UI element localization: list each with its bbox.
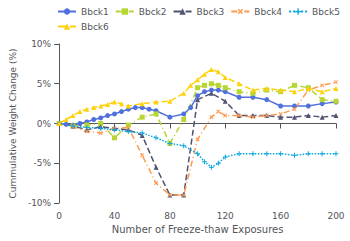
svg-text:0%: 0%: [37, 119, 52, 129]
svg-text:Bbck1: Bbck1: [81, 7, 109, 17]
svg-text:160: 160: [272, 211, 289, 221]
svg-text:0: 0: [56, 211, 62, 221]
svg-text:10%: 10%: [31, 39, 51, 49]
svg-text:120: 120: [217, 211, 234, 221]
svg-text:-10%: -10%: [28, 198, 52, 208]
svg-text:Cummulative Weight Change (%): Cummulative Weight Change (%): [8, 48, 18, 198]
svg-text:40: 40: [109, 211, 121, 221]
svg-text:Number of Freeze-thaw Exposure: Number of Freeze-thaw Exposures: [112, 224, 284, 235]
svg-text:Bbck3: Bbck3: [197, 7, 225, 17]
svg-text:80: 80: [164, 211, 176, 221]
svg-text:Bbck5: Bbck5: [312, 7, 340, 17]
svg-text:Bbck4: Bbck4: [254, 7, 282, 17]
svg-text:5%: 5%: [37, 79, 52, 89]
svg-text:Bbck2: Bbck2: [139, 7, 167, 17]
svg-text:200: 200: [327, 211, 344, 221]
svg-text:Bbck6: Bbck6: [81, 22, 109, 32]
svg-text:-5%: -5%: [34, 158, 52, 168]
